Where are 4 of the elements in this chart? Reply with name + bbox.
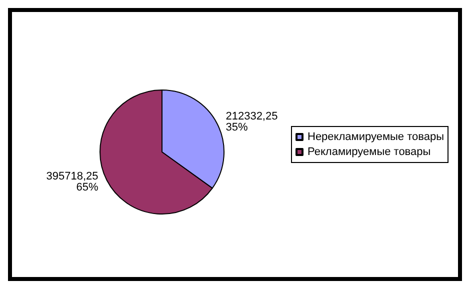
legend-label: Рекламируемые товары	[308, 146, 431, 158]
data-label: 395718,25 65%	[46, 170, 98, 194]
legend-label: Нерекламируемые товары	[308, 131, 444, 143]
data-label: 212332,25 35%	[226, 110, 278, 134]
